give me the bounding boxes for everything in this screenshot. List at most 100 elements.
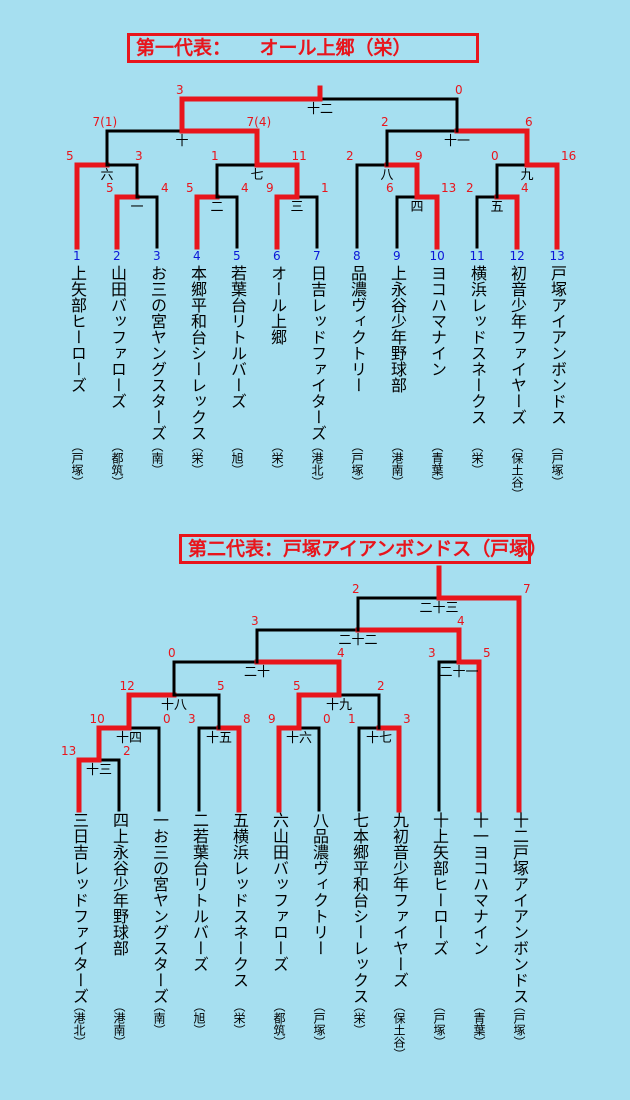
bracket2-match-label: 二十二 <box>338 633 378 648</box>
bracket1-team-name: 初音少年ファイヤーズ <box>508 265 527 425</box>
bracket1-team-name: お三の宮ヤングスターズ <box>148 265 167 441</box>
bracket2-team-area: （都筑） <box>272 1000 286 1048</box>
bracket2-team-name: 本郷平和台シーレックス <box>350 828 369 1004</box>
bracket2-team-seed: 九 <box>390 812 409 828</box>
bracket2-match-label: 二十 <box>244 665 271 680</box>
bracket1-team-area: （栄） <box>190 440 204 476</box>
bracket1-match-label: 二 <box>210 200 224 215</box>
bracket2-match-score-left: 13 <box>61 744 77 758</box>
bracket2-match-score-right: 8 <box>243 712 251 726</box>
bracket2-team-seed: 三 <box>70 812 89 828</box>
bracket2-team-name: 若葉台リトルバーズ <box>190 828 209 972</box>
bracket2-team-seed: 四 <box>110 812 129 828</box>
bracket1-team-seed: 5 <box>233 249 241 263</box>
bracket1-team-seed: 9 <box>393 249 401 263</box>
bracket1-team-name: ヨコハマナイン <box>428 265 447 377</box>
bracket1-match-label: 六 <box>100 168 114 183</box>
bracket1-match-label: 一 <box>130 200 144 215</box>
bracket2-match-label: 十三 <box>86 763 113 778</box>
bracket1-team-name: 横浜レッドスネークス <box>468 265 487 425</box>
bracket1-match-score-right: 0 <box>455 83 463 97</box>
bracket1-team-name: オール上郷 <box>268 265 287 345</box>
bracket2-team-seed: 十二 <box>510 812 529 844</box>
bracket2-team-area: （戸塚） <box>512 1000 526 1048</box>
bracket1-team-area: （戸塚） <box>70 440 84 488</box>
bracket2-team-name: お三の宮ヤングスターズ <box>150 828 169 1004</box>
bracket1-match-score-right: 16 <box>561 149 577 163</box>
bracket2-match-score-right: 0 <box>323 712 331 726</box>
bracket2-team-name: 横浜レッドスネークス <box>230 828 249 988</box>
bracket1-match-score-right: 4 <box>521 181 529 195</box>
bracket2-match-score-right: 2 <box>377 679 385 693</box>
bracket1-match-score-right: 7(4) <box>246 115 272 129</box>
bracket1-match-score-left: 1 <box>211 149 219 163</box>
bracket2-match-label: 十七 <box>366 731 393 746</box>
bracket1-match-score-left: 0 <box>491 149 499 163</box>
bracket1-match-label: 十 <box>175 134 189 149</box>
bracket1-team-seed: 8 <box>353 249 361 263</box>
bracket1-team-area: （青葉） <box>430 440 444 488</box>
bracket2-team-seed: 七 <box>350 812 369 828</box>
bracket2-team-seed: 十 <box>430 812 449 828</box>
bracket1-match-label: 三 <box>290 200 304 215</box>
bracket2-team-area: （港南） <box>112 1000 126 1048</box>
bracket2-match-label: 二十三 <box>419 601 459 616</box>
bracket2-team-name: 上矢部ヒーローズ <box>430 828 449 956</box>
bracket1-team-name: 品濃ヴィクトリー <box>348 265 367 393</box>
bracket1-match-label: 四 <box>410 200 424 215</box>
bracket1-match-label: 五 <box>490 200 504 215</box>
bracket2-match-label: 十九 <box>326 698 353 713</box>
bracket1-match-label: 十二 <box>307 102 334 117</box>
bracket2-team-name: 山田バッファローズ <box>270 828 289 972</box>
bracket1-team-name: 若葉台リトルバーズ <box>228 265 247 409</box>
bracket2-match-score-left: 1 <box>348 712 356 726</box>
bracket2-team-area: （栄） <box>232 1000 246 1036</box>
bracket2-team-area: （保土谷） <box>392 1000 406 1060</box>
bracket2-team-name: 初音少年ファイヤーズ <box>390 828 409 988</box>
bracket2-match-score-right: 5 <box>217 679 225 693</box>
bracket1-match-score-right: 13 <box>441 181 457 195</box>
bracket2-team-area: （旭） <box>192 1000 206 1036</box>
bracket2-match-label: 二十一 <box>439 665 479 680</box>
bracket2-team-name: 戸塚アイアンボンドス <box>510 844 529 1004</box>
bracket2-team-area: （戸塚） <box>312 1000 326 1048</box>
bracket2-team-name: ヨコハマナイン <box>470 844 489 956</box>
bracket1-match-score-left: 2 <box>466 181 474 195</box>
bracket1-team-area: （戸塚） <box>350 440 364 488</box>
bracket1-match-score-left: 6 <box>386 181 394 195</box>
bracket2-match-label: 十四 <box>116 731 143 746</box>
bracket1-team-seed: 7 <box>313 249 321 263</box>
bracket2-match-score-left: 0 <box>168 646 176 660</box>
bracket1-match-score-right: 1 <box>321 181 329 195</box>
bracket1-match-score-left: 7(1) <box>92 115 118 129</box>
bracket1-match-score-right: 6 <box>525 115 533 129</box>
bracket1-match-score-left: 3 <box>176 83 184 97</box>
bracket2-team-area: （南） <box>152 1000 166 1036</box>
bracket2-match-label: 十八 <box>161 698 188 713</box>
bracket1-team-area: （旭） <box>230 440 244 476</box>
bracket1-team-area: （保土谷） <box>510 440 524 500</box>
bracket1-team-area: （栄） <box>270 440 284 476</box>
bracket1-team-area: （栄） <box>470 440 484 476</box>
bracket2-match-score-right: 7 <box>523 582 531 596</box>
bracket1-team-name: 日吉レッドファイターズ <box>308 265 327 441</box>
bracket1-team-seed: 13 <box>549 249 565 263</box>
bracket2-team-area: （青葉） <box>472 1000 486 1048</box>
bracket1-team-seed: 2 <box>113 249 121 263</box>
bracket2-team-seed: 八 <box>310 812 329 828</box>
bracket1-team-seed: 4 <box>193 249 201 263</box>
bracket2-match-score-left: 3 <box>251 614 259 628</box>
bracket2-team-seed: 一 <box>150 812 169 828</box>
bracket2-match-score-left: 10 <box>89 712 105 726</box>
bracket2-team-area: （栄） <box>352 1000 366 1036</box>
bracket2-match-score-right: 0 <box>163 712 171 726</box>
bracket2-team-seed: 十一 <box>470 812 489 844</box>
bracket1-match-score-right: 4 <box>241 181 249 195</box>
bracket1-team-name: 戸塚アイアンボンドス <box>548 265 567 425</box>
bracket1-match-score-left: 2 <box>346 149 354 163</box>
bracket1-team-name: 本郷平和台シーレックス <box>188 265 207 441</box>
bracket1-team-name: 上永谷少年野球部 <box>388 265 407 393</box>
bracket2-match-label: 十五 <box>206 731 233 746</box>
bracket2-match-score-left: 12 <box>119 679 135 693</box>
bracket2-team-seed: 二 <box>190 812 209 828</box>
